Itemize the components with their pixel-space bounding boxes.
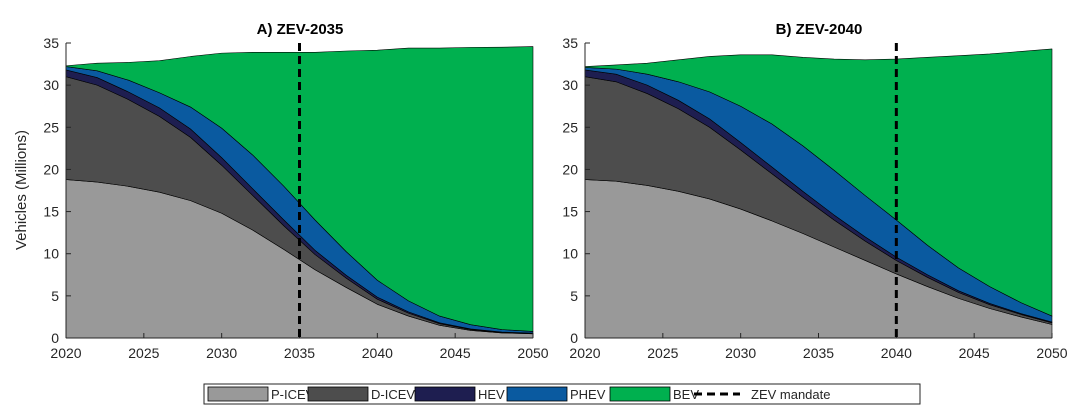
legend-swatch-hev (414, 386, 476, 402)
y-tick-label: 10 (562, 246, 578, 262)
y-tick-label: 25 (43, 119, 59, 135)
legend-label-phev: PHEV (570, 387, 606, 402)
legend-label-hev: HEV (478, 387, 505, 402)
x-tick-label: 2025 (128, 345, 159, 361)
legend-label-p-icev: P-ICEV (271, 387, 315, 402)
y-tick-label: 30 (43, 77, 59, 93)
y-axis-label: Vehicles (Millions) (13, 130, 30, 250)
x-tick-label: 2045 (959, 345, 990, 361)
y-tick-label: 15 (43, 204, 59, 220)
x-tick-label: 2030 (725, 345, 756, 361)
legend-item-hev: HEV (414, 386, 505, 402)
y-tick-label: 5 (51, 288, 59, 304)
x-tick-label: 2045 (440, 345, 471, 361)
legend-item-d-icev: D-ICEV (307, 386, 415, 402)
x-tick-label: 2050 (1036, 345, 1067, 361)
y-tick-label: 20 (562, 161, 578, 177)
legend-swatch-d-icev (307, 386, 369, 402)
legend-swatch-p-icev (207, 386, 269, 402)
x-tick-label: 2050 (517, 345, 548, 361)
y-tick-label: 25 (562, 119, 578, 135)
legend: P-ICEV D-ICEV HEV PHEV BEV ZEV mandate (203, 383, 921, 405)
x-tick-label: 2035 (284, 345, 315, 361)
legend-label-zev-mandate: ZEV mandate (751, 387, 831, 402)
legend-swatch-bev (609, 386, 671, 402)
x-tick-label: 2035 (803, 345, 834, 361)
area-bev (584, 48, 1053, 317)
y-tick-label: 15 (562, 204, 578, 220)
legend-swatch-phev (506, 386, 568, 402)
legend-label-d-icev: D-ICEV (371, 387, 415, 402)
legend-item-bev: BEV (609, 386, 699, 402)
x-tick-label: 2020 (569, 345, 600, 361)
legend-item-zev-mandate: ZEV mandate (694, 387, 831, 402)
x-tick-label: 2030 (206, 345, 237, 361)
y-tick-label: 0 (51, 330, 59, 346)
y-tick-label: 10 (43, 246, 59, 262)
panel-a-title: A) ZEV-2035 (257, 21, 344, 38)
y-tick-label: 30 (562, 77, 578, 93)
y-tick-label: 5 (570, 288, 578, 304)
x-tick-label: 2020 (50, 345, 81, 361)
y-tick-label: 35 (562, 35, 578, 51)
y-tick-label: 35 (43, 35, 59, 51)
y-tick-label: 0 (570, 330, 578, 346)
x-tick-label: 2040 (362, 345, 393, 361)
legend-item-p-icev: P-ICEV (207, 386, 315, 402)
panel-a-zev-2035: A) ZEV-2035 Vehicles (Millions) 0 5 10 15 20… (13, 21, 549, 361)
legend-item-phev: PHEV (506, 386, 606, 402)
x-tick-label: 2025 (647, 345, 678, 361)
y-tick-label: 20 (43, 161, 59, 177)
panel-b-title: B) ZEV-2040 (776, 21, 863, 38)
legend-label-bev: BEV (673, 387, 699, 402)
x-tick-label: 2040 (881, 345, 912, 361)
